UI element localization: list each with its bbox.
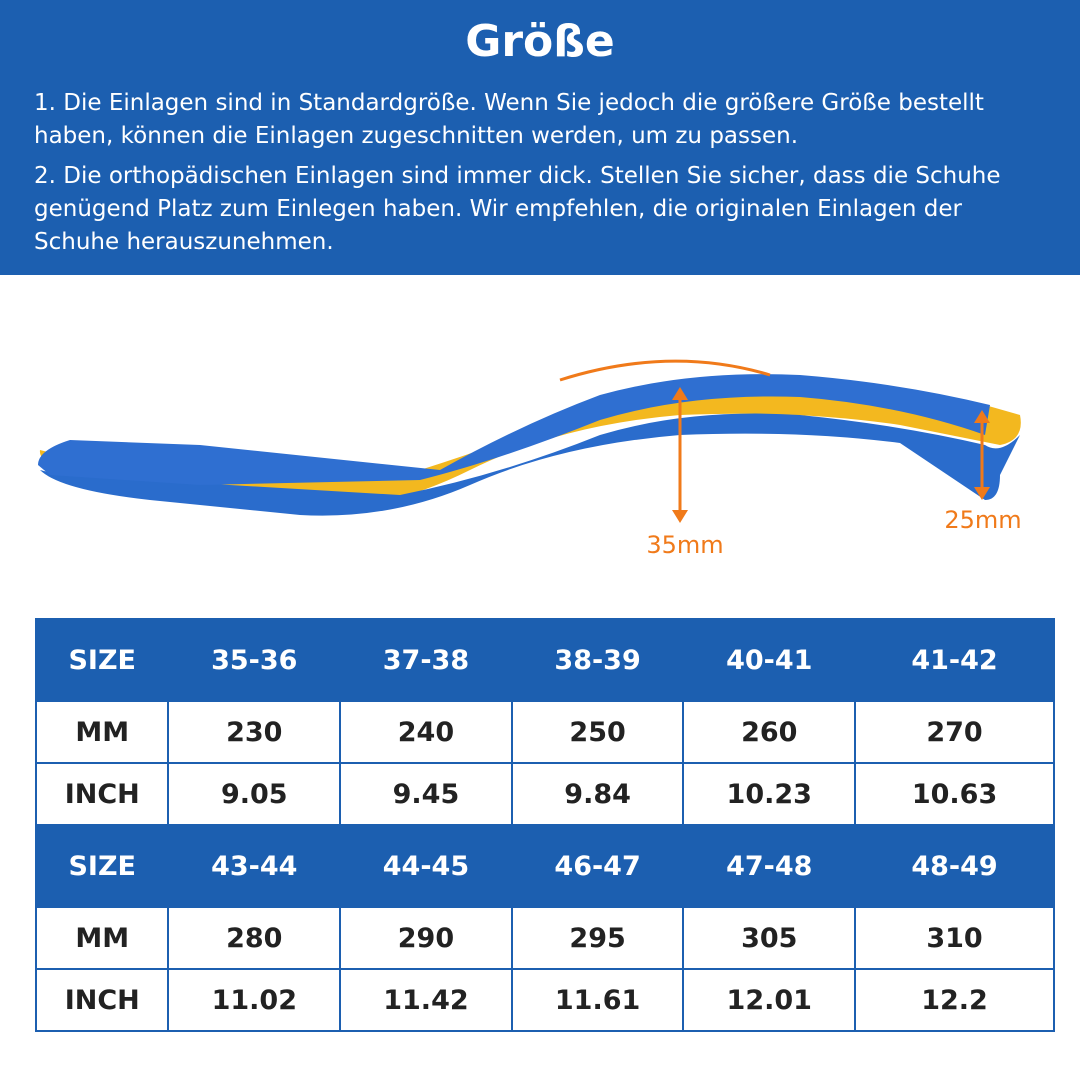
table-cell: 12.01 <box>682 968 857 1032</box>
table-cell: SIZE <box>34 824 170 908</box>
table-cell: 47-48 <box>682 824 857 908</box>
table-cell: 40-41 <box>682 618 857 702</box>
table-cell: 11.02 <box>167 968 342 1032</box>
table-cell: 35-36 <box>167 618 342 702</box>
header: Größe 1. Die Einlagen sind in Standardgr… <box>0 0 1080 275</box>
table-cell: 12.2 <box>854 968 1055 1032</box>
table-cell: INCH <box>34 762 170 826</box>
table-cell: 295 <box>510 906 685 970</box>
table-cell: 9.84 <box>510 762 685 826</box>
table-cell: INCH <box>34 968 170 1032</box>
table-row: MM 230 240 250 260 270 <box>34 700 1055 764</box>
table-cell: SIZE <box>34 618 170 702</box>
table-cell: 37-38 <box>339 618 513 702</box>
table-cell: 11.42 <box>339 968 513 1032</box>
header-row: SIZE 35-36 37-38 38-39 40-41 41-42 <box>34 618 1055 702</box>
table-cell: 43-44 <box>167 824 342 908</box>
table-cell: 38-39 <box>510 618 685 702</box>
table-row: MM 280 290 295 305 310 <box>34 906 1055 970</box>
table-cell: 260 <box>682 700 857 764</box>
table-cell: 44-45 <box>339 824 513 908</box>
table-cell: 48-49 <box>854 824 1055 908</box>
insole-top <box>38 374 990 485</box>
table-cell: MM <box>34 906 170 970</box>
dimension-label: 35mm <box>646 531 723 559</box>
table-cell: 9.45 <box>339 762 513 826</box>
table-cell: 240 <box>339 700 513 764</box>
dimension-label: 25mm <box>944 506 1021 534</box>
table-row: INCH 11.02 11.42 11.61 12.01 12.2 <box>34 968 1055 1032</box>
table-cell: 9.05 <box>167 762 342 826</box>
table-row: INCH 9.05 9.45 9.84 10.23 10.63 <box>34 762 1055 826</box>
table-cell: 10.63 <box>854 762 1055 826</box>
title: Größe <box>465 16 615 67</box>
table-cell: MM <box>34 700 170 764</box>
table-cell: 10.23 <box>682 762 857 826</box>
header-row: SIZE 43-44 44-45 46-47 47-48 48-49 <box>34 824 1055 908</box>
table-cell: 230 <box>167 700 342 764</box>
table-cell: 11.61 <box>510 968 685 1032</box>
insole-base <box>40 413 1020 516</box>
table-cell: 305 <box>682 906 857 970</box>
table-cell: 46-47 <box>510 824 685 908</box>
paragraph: 1. Die Einlagen sind in Standardgröße. W… <box>34 90 984 149</box>
table-cell: 280 <box>167 906 342 970</box>
insole-illustration: 35mm 25mm <box>38 359 1022 559</box>
arch-arc <box>559 359 771 382</box>
paragraph: 2. Die orthopädischen Einlagen sind imme… <box>34 163 1001 255</box>
table-cell: 290 <box>339 906 513 970</box>
table-cell: 310 <box>854 906 1055 970</box>
table-cell: 250 <box>510 700 685 764</box>
table-cell: 41-42 <box>854 618 1055 702</box>
size-table: SIZE 35-36 37-38 38-39 40-41 41-42 MM 230 240 250… <box>34 618 1055 1032</box>
table-cell: 270 <box>854 700 1055 764</box>
